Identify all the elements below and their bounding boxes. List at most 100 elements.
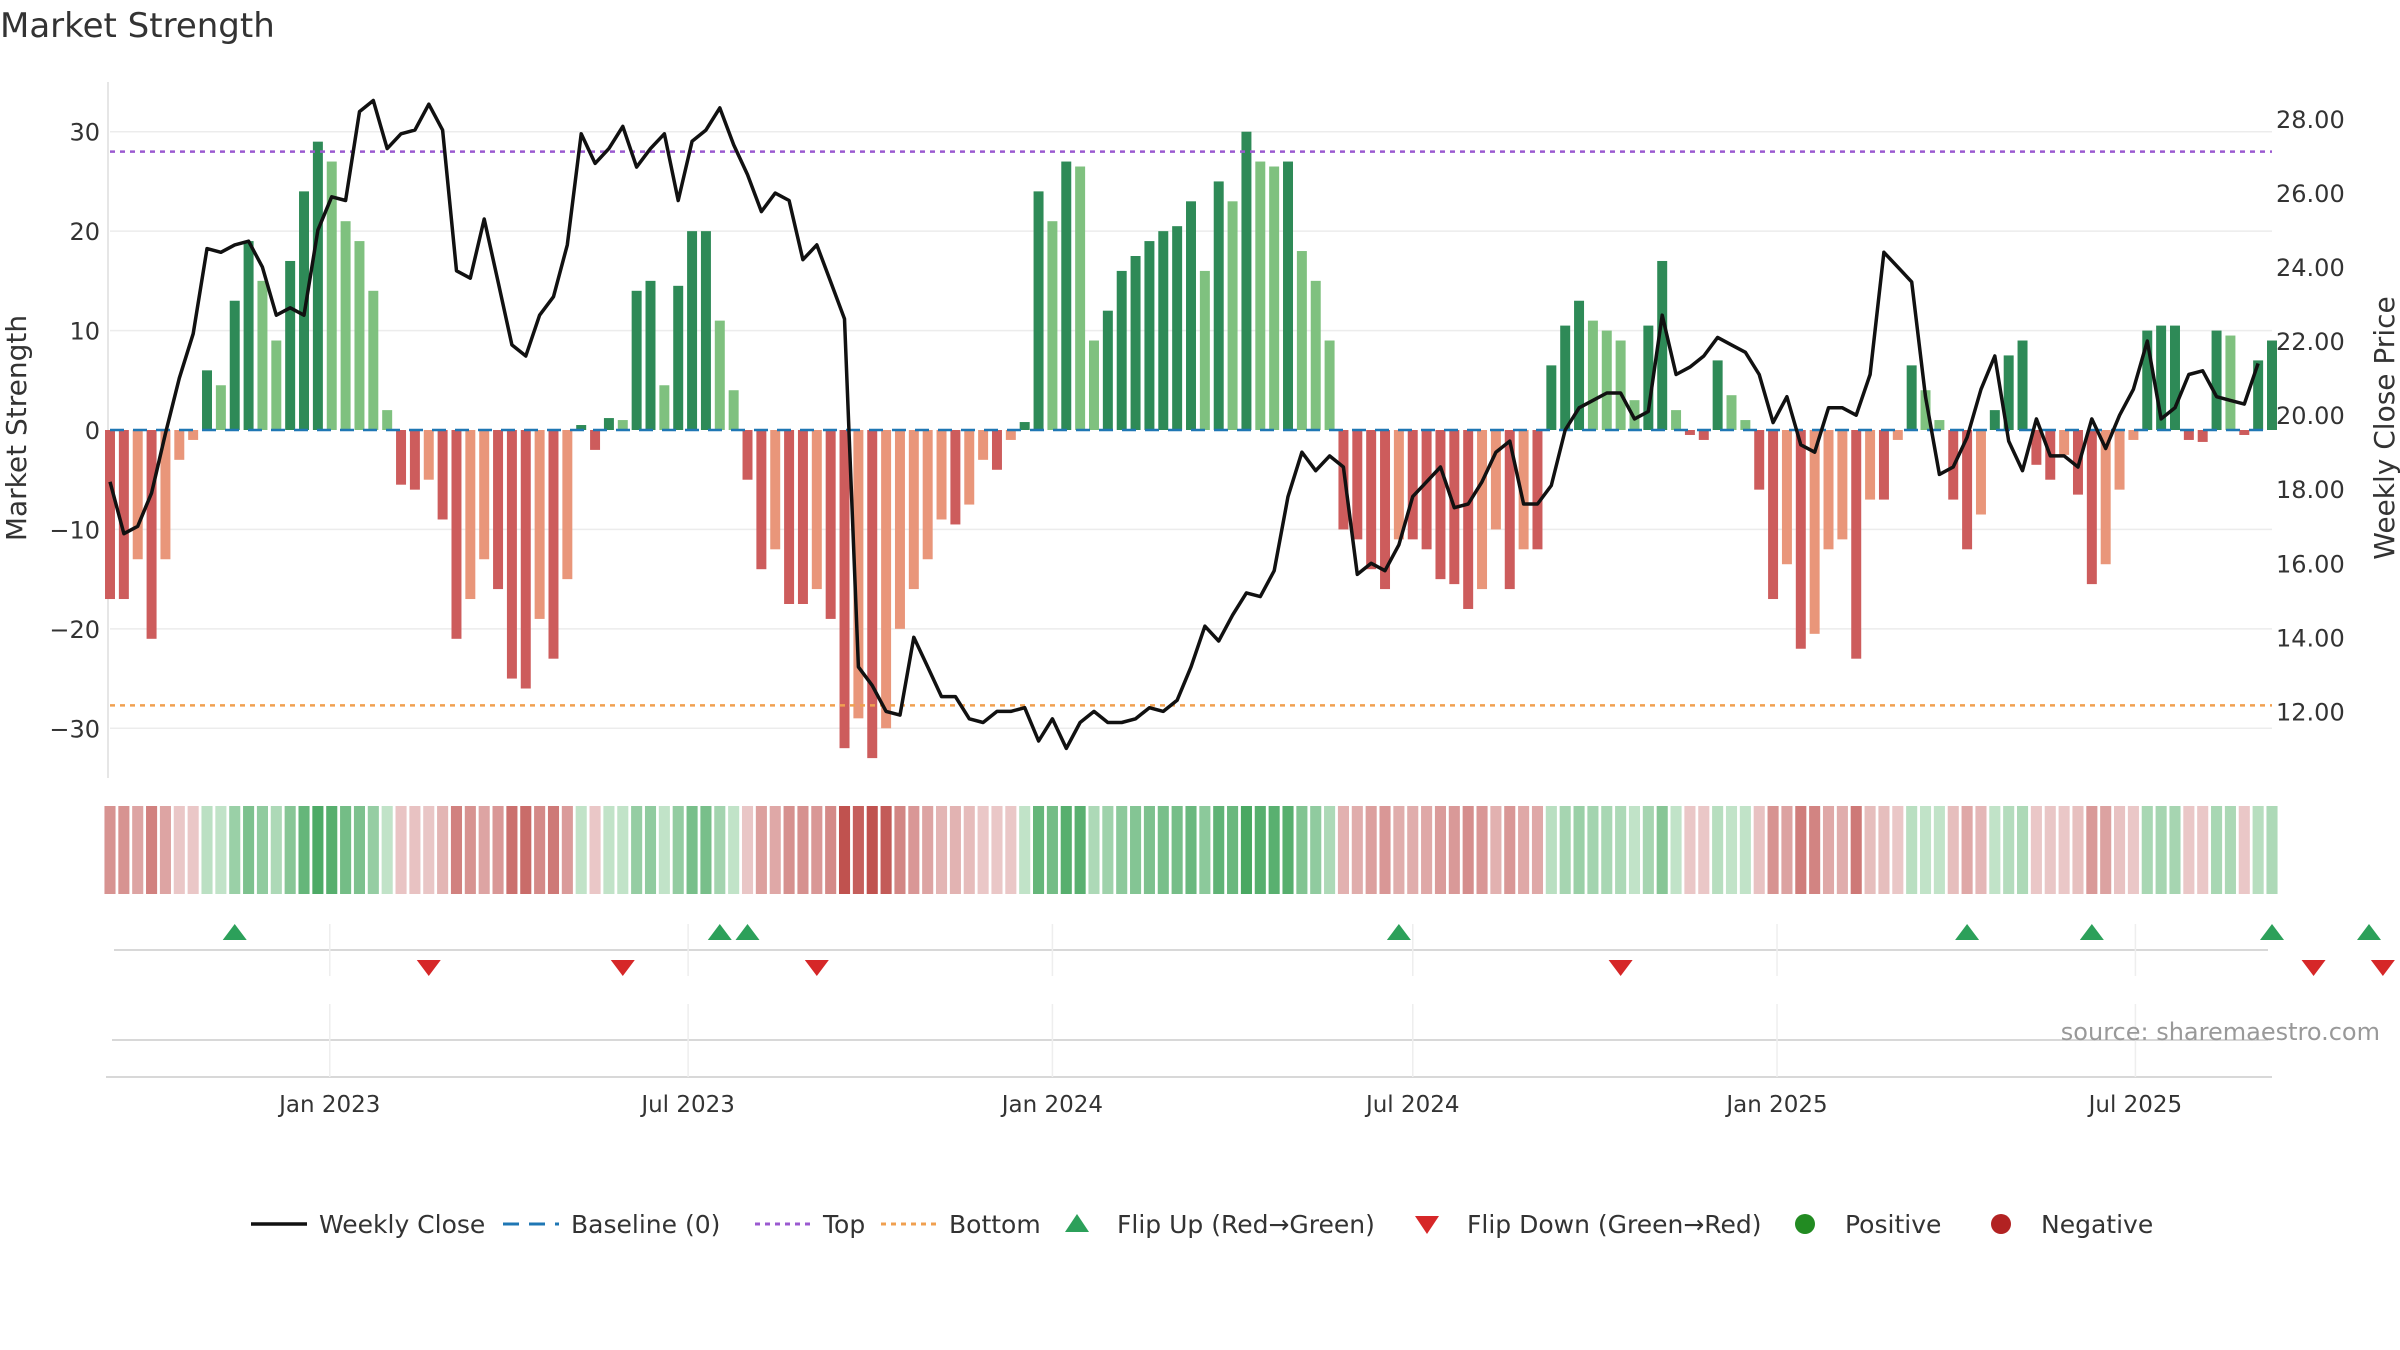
heat-cell bbox=[1171, 806, 1183, 894]
strength-bar bbox=[1657, 260, 1668, 430]
heat-cell bbox=[1573, 806, 1585, 894]
heat-cell bbox=[2114, 806, 2126, 894]
strength-bar bbox=[2239, 430, 2250, 435]
strength-bar bbox=[839, 430, 850, 749]
strength-bar bbox=[714, 320, 725, 430]
heat-cell bbox=[1157, 806, 1169, 894]
heat-cell bbox=[229, 806, 241, 894]
strength-bar bbox=[520, 430, 531, 689]
strength-bar bbox=[243, 241, 254, 430]
strength-bar bbox=[1421, 430, 1432, 550]
heat-cell bbox=[423, 806, 435, 894]
x-tick-label: Jan 2024 bbox=[1000, 1092, 1103, 1118]
strength-bar bbox=[797, 430, 808, 604]
right-tick-label: 18.00 bbox=[2276, 476, 2345, 504]
heat-cell bbox=[1739, 806, 1751, 894]
strength-bar bbox=[340, 221, 351, 430]
right-tick-label: 24.00 bbox=[2276, 254, 2345, 282]
heat-cell bbox=[1989, 806, 2001, 894]
heat-cell bbox=[2127, 806, 2139, 894]
strength-bar bbox=[1477, 430, 1488, 590]
heat-cell bbox=[1102, 806, 1114, 894]
strength-bar bbox=[1892, 430, 1903, 440]
strength-bar bbox=[964, 430, 975, 505]
strength-bar bbox=[1186, 201, 1196, 430]
heat-cell bbox=[215, 806, 227, 894]
right-tick-label: 12.00 bbox=[2276, 698, 2345, 726]
heat-cell bbox=[922, 806, 934, 894]
chart-title: Market Strength bbox=[0, 6, 275, 46]
heat-cell bbox=[1116, 806, 1128, 894]
heat-cell bbox=[1864, 806, 1876, 894]
legend-item: Positive bbox=[1795, 1210, 1941, 1239]
strength-bar bbox=[2267, 340, 2277, 430]
strength-bar bbox=[2197, 430, 2208, 442]
strength-bar bbox=[215, 385, 226, 430]
strength-bar bbox=[271, 340, 282, 430]
strength-bar bbox=[105, 430, 115, 600]
strength-bar bbox=[1560, 325, 1571, 430]
flip-up-marker bbox=[2260, 924, 2284, 940]
heat-cell bbox=[2100, 806, 2112, 894]
source-note: source: sharemaestro.com bbox=[2061, 1018, 2380, 1046]
x-tick-label: Jul 2024 bbox=[1364, 1092, 1460, 1118]
heat-cell bbox=[312, 806, 324, 894]
strength-bar bbox=[2128, 430, 2139, 440]
heat-cell bbox=[1767, 806, 1779, 894]
heat-cell bbox=[1587, 806, 1599, 894]
strength-bar bbox=[1102, 310, 1113, 430]
heat-cell bbox=[1795, 806, 1807, 894]
strength-bar bbox=[188, 430, 199, 440]
strength-bar bbox=[1989, 410, 2000, 430]
strength-bar bbox=[202, 370, 213, 430]
flip-down-marker bbox=[2370, 960, 2395, 976]
legend-item: Top bbox=[755, 1210, 865, 1239]
heat-cell bbox=[2072, 806, 2084, 894]
heat-cell bbox=[1545, 806, 1557, 894]
heat-cell bbox=[2238, 806, 2250, 894]
heat-cell bbox=[1947, 806, 1959, 894]
heat-cell bbox=[769, 806, 781, 894]
heat-cell bbox=[1227, 806, 1239, 894]
heat-cell bbox=[894, 806, 906, 894]
right-axis-label: Weekly Close Price bbox=[2368, 296, 2400, 559]
heat-cell bbox=[478, 806, 490, 894]
strength-bar bbox=[1158, 231, 1169, 430]
flip-down-marker bbox=[416, 960, 441, 976]
heat-cell bbox=[1462, 806, 1474, 894]
heat-cell bbox=[1379, 806, 1391, 894]
strength-bar bbox=[853, 430, 864, 719]
heat-cell bbox=[1254, 806, 1266, 894]
left-tick-label: −20 bbox=[49, 616, 100, 644]
heat-cell bbox=[1130, 806, 1142, 894]
strength-bar bbox=[1934, 420, 1945, 430]
heat-cell bbox=[1476, 806, 1488, 894]
strength-bar bbox=[1172, 226, 1183, 430]
right-tick-label: 28.00 bbox=[2276, 106, 2345, 134]
legend-label: Flip Up (Red→Green) bbox=[1117, 1210, 1375, 1239]
heat-cell bbox=[1892, 806, 1904, 894]
heat-cell bbox=[1490, 806, 1502, 894]
heat-cell bbox=[2155, 806, 2167, 894]
strength-bar bbox=[534, 430, 545, 619]
right-axis: 28.00 26.00 24.00 22.00 20.00 18.00 16.00 14.00… bbox=[2276, 106, 2345, 726]
heat-strip bbox=[104, 806, 2278, 894]
strength-bar bbox=[1684, 430, 1695, 435]
strength-bar bbox=[132, 430, 143, 560]
legend-item: Flip Down (Green→Red) bbox=[1415, 1210, 1762, 1239]
weekly-close-line bbox=[108, 98, 2260, 751]
strength-bar bbox=[312, 141, 323, 430]
heat-cell bbox=[2211, 806, 2223, 894]
heat-cell bbox=[159, 806, 171, 894]
heat-cell bbox=[1213, 806, 1225, 894]
strength-bar bbox=[2031, 430, 2042, 465]
strength-bar bbox=[368, 290, 379, 430]
strength-bar bbox=[1061, 161, 1072, 431]
heat-cell bbox=[146, 806, 158, 894]
heat-cell bbox=[783, 806, 795, 894]
heat-cell bbox=[1642, 806, 1654, 894]
strength-bar bbox=[1227, 201, 1238, 430]
strength-bar bbox=[908, 430, 919, 590]
heat-cell bbox=[1531, 806, 1544, 894]
